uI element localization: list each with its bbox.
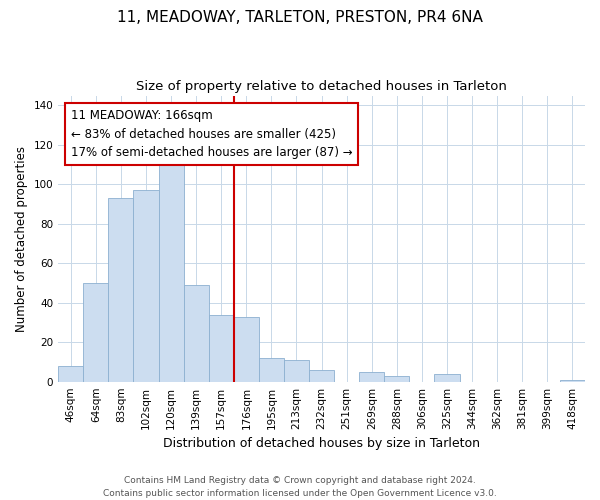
Bar (284, 360, 309, 382)
Text: Contains HM Land Registry data © Crown copyright and database right 2024.
Contai: Contains HM Land Registry data © Crown c… (103, 476, 497, 498)
Bar (83, 283, 109, 382)
Title: Size of property relative to detached houses in Tarleton: Size of property relative to detached ho… (136, 80, 507, 93)
Bar (359, 372, 385, 382)
Bar (309, 370, 334, 382)
Bar (385, 376, 409, 382)
Bar (259, 358, 284, 382)
Bar (434, 374, 460, 382)
Bar (234, 316, 259, 382)
Bar (109, 198, 133, 382)
X-axis label: Distribution of detached houses by size in Tarleton: Distribution of detached houses by size … (163, 437, 480, 450)
Bar (58, 366, 83, 382)
Y-axis label: Number of detached properties: Number of detached properties (15, 146, 28, 332)
Bar (560, 380, 585, 382)
Text: 11, MEADOWAY, TARLETON, PRESTON, PR4 6NA: 11, MEADOWAY, TARLETON, PRESTON, PR4 6NA (117, 10, 483, 25)
Bar (133, 190, 158, 382)
Bar (184, 285, 209, 382)
Text: 11 MEADOWAY: 166sqm
← 83% of detached houses are smaller (425)
17% of semi-detac: 11 MEADOWAY: 166sqm ← 83% of detached ho… (71, 110, 352, 160)
Bar (209, 314, 234, 382)
Bar (158, 158, 184, 382)
